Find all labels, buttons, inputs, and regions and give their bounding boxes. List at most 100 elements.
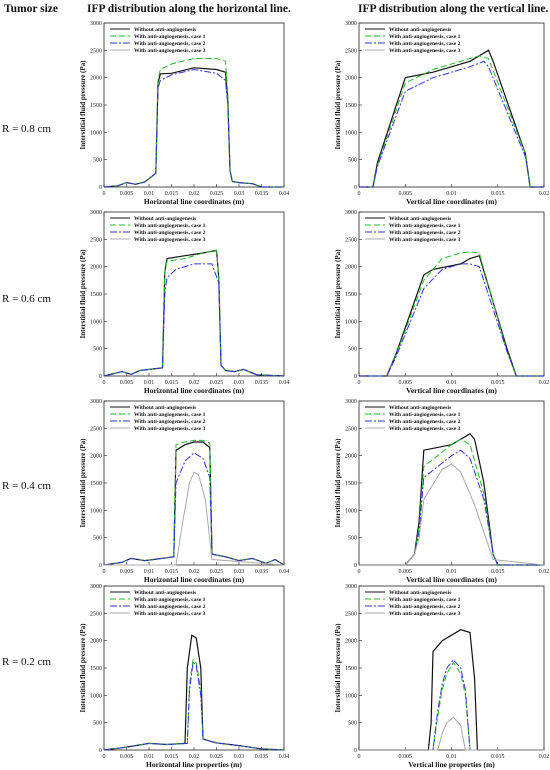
x-tick-label: 0.005 [399,191,413,197]
chart-vertical-r08: 0 0.005 0.01 0.015 0.02 0 500 1000 1500 2000 2500 3… [335,21,549,206]
y-tick-label: 1500 [90,666,102,672]
legend-label: With anti-angiogenesis, case 2 [389,419,461,425]
x-axis-label: Vertical line properties (m) [408,760,495,769]
y-tick-label: 2500 [90,48,102,54]
x-tick-label: 0.005 [120,380,134,386]
legend-label: With anti-angiogenesis, case 1 [134,412,206,418]
y-tick-label: 2000 [90,454,102,460]
chart-vertical-r04: 0 0.005 0.01 0.015 0.02 0 500 1000 1500 2000 2500 3… [335,399,549,584]
x-tick-label: 0.01 [446,569,457,575]
x-tick-label: 0.035 [255,191,269,197]
x-tick-label: 0.02 [189,191,200,197]
series-line-2 [359,438,544,566]
row-label-r02: R = 0.2 cm [2,656,51,668]
x-axis-label: Vertical line coordinates (m) [406,386,497,395]
legend-label: With anti-angiogenesis, case 2 [389,41,461,47]
tumor-size-header: Tumor size [4,3,58,15]
vertical-column-header: IFP distribution along the vertical line… [358,3,549,15]
legend-label: Without anti-angiogenesis [134,405,197,411]
series-line-2 [103,439,285,566]
x-tick-label: 0.04 [279,754,290,760]
x-tick-label: 0.03 [234,191,245,197]
legend-label: With anti-angiogenesis, case 2 [134,230,206,236]
y-tick-label: 1000 [345,319,357,325]
series-line-4 [104,471,285,566]
y-tick-label: 3000 [90,399,102,405]
series-line-2 [103,249,285,377]
legend-label: With anti-angiogenesis, case 3 [389,48,461,54]
y-tick-label: 2500 [90,611,102,617]
x-tick-label: 0.02 [539,754,550,760]
y-tick-label: 2000 [90,639,102,645]
chart-vertical-r02: 0 0.005 0.01 0.015 0.02 0 500 1000 1500 2000 2500 3… [335,584,550,769]
y-tick-label: 2500 [345,237,357,243]
legend-label: Without anti-angiogenesis [134,216,197,222]
y-tick-label: 2000 [345,639,357,645]
legend-label: With anti-angiogenesis, case 2 [389,604,461,610]
series-line-1 [103,67,284,188]
legend-label: Without anti-angiogenesis [389,27,452,33]
y-tick-label: 2000 [345,265,357,271]
y-tick-label: 2500 [90,237,102,243]
y-tick-label: 0 [99,185,102,191]
x-tick-label: 0 [358,191,361,197]
x-tick-label: 0.03 [234,569,245,575]
x-tick-label: 0.025 [210,191,224,197]
x-axis-label: Vertical line coordinates (m) [406,197,497,206]
x-tick-label: 0.04 [279,191,290,197]
legend-label: With anti-angiogenesis, case 1 [134,223,206,229]
series-line-1 [103,441,285,566]
series-line-1 [359,254,544,377]
y-tick-label: 1500 [345,292,357,298]
legend-label: With anti-angiogenesis, case 2 [134,604,206,610]
series-line-3 [103,452,285,566]
y-tick-label: 1000 [90,508,102,514]
series-line-1 [103,249,285,377]
x-tick-label: 0.04 [279,380,290,386]
legend-label: With anti-angiogenesis, case 3 [134,611,206,617]
series-line-4 [359,716,544,751]
x-tick-label: 0 [358,754,361,760]
y-tick-label: 2000 [345,76,357,82]
x-tick-label: 0.02 [189,380,200,386]
y-axis-label: Interstitial fluid pressure (Pa) [335,623,342,713]
legend-label: Without anti-angiogenesis [389,216,452,222]
x-tick-label: 0.025 [210,569,224,575]
y-tick-label: 3000 [345,584,357,590]
x-tick-label: 0.01 [144,380,155,386]
series-line-4 [359,463,545,566]
series-line-3 [103,661,285,751]
y-tick-label: 0 [99,563,102,569]
x-axis-label: Horizontal line coordinates (m) [144,575,245,584]
x-tick-label: 0 [358,569,361,575]
x-tick-label: 0.03 [234,380,245,386]
y-axis-label: Interstitial fluid pressure (Pa) [80,60,87,150]
y-tick-label: 3000 [345,210,357,216]
chart-horizontal-r08: 0 0.005 0.01 0.015 0.02 0.025 0.03 0.035 0.04 0 50… [80,21,290,206]
y-tick-label: 1000 [90,693,102,699]
legend-label: Without anti-angiogenesis [389,590,452,596]
x-tick-label: 0.01 [446,754,457,760]
y-tick-label: 1000 [345,693,357,699]
y-tick-label: 2500 [90,426,102,432]
x-tick-label: 0.02 [189,569,200,575]
row-label-r06: R = 0.6 cm [2,293,51,305]
y-tick-label: 1000 [345,130,357,136]
series-line-2 [359,661,544,751]
legend-label: With anti-angiogenesis, case 2 [134,419,206,425]
series-line-3 [359,659,544,751]
legend-label: With anti-angiogenesis, case 3 [134,237,206,243]
x-tick-label: 0 [103,380,106,386]
x-tick-label: 0.01 [144,569,155,575]
y-axis-label: Interstitial fluid pressure (Pa) [80,438,87,528]
series-line-3 [359,60,544,188]
y-tick-label: 1000 [345,508,357,514]
legend-label: Without anti-angiogenesis [134,590,197,596]
legend-label: With anti-angiogenesis, case 3 [389,611,461,617]
x-tick-label: 0.015 [491,191,505,197]
x-tick-label: 0.015 [165,754,179,760]
y-tick-label: 500 [348,536,357,542]
x-axis-label: Horizontal line coordinates (m) [144,386,245,395]
x-tick-label: 0.015 [165,191,179,197]
y-axis-label: Interstitial fluid pressure (Pa) [335,60,342,150]
